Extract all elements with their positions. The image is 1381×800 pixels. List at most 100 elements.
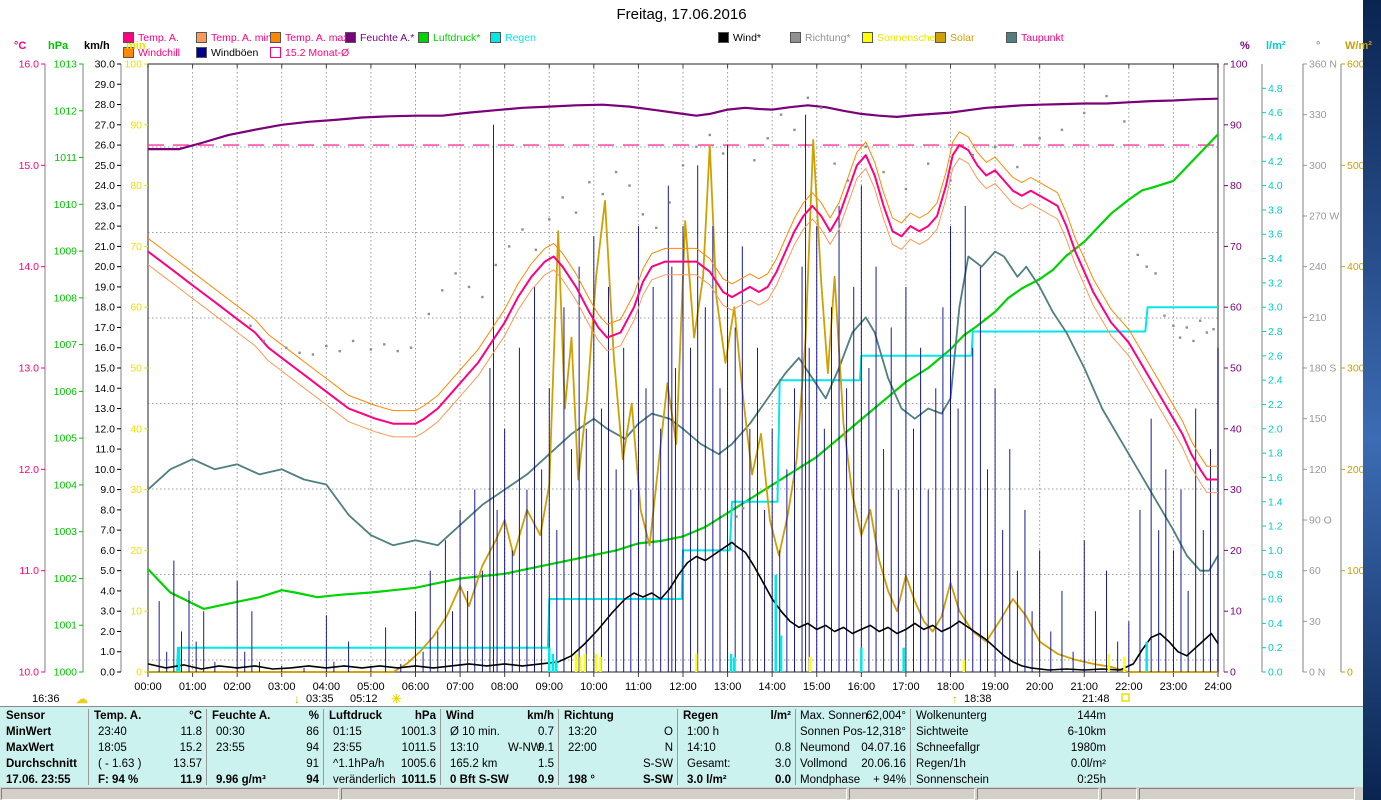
axis-label-kmh: 8.0: [100, 504, 115, 516]
legend-item-sonnenschein: Sonnenschein: [862, 29, 944, 44]
sun-moon-time: 05:12: [350, 693, 378, 705]
axis-label-pct: 80: [1230, 180, 1242, 192]
page-title: Freitag, 17.06.2016: [616, 6, 747, 23]
status-bar-segment: [1139, 788, 1355, 800]
legend-item-regen: Regen: [490, 29, 536, 44]
cell-value: 1001.3: [400, 726, 436, 738]
axis-label-hPa: 1003: [54, 526, 78, 538]
row-label: Durchschnitt: [6, 758, 77, 770]
info-label: Sichtweite: [916, 726, 969, 738]
x-axis-label: 03:00: [268, 681, 296, 693]
cell-value: 13.57: [173, 758, 202, 770]
axis-label-kmh: 4.0: [100, 585, 115, 597]
table-separator: [558, 709, 559, 785]
cell-left: Ø 10 min.: [450, 726, 500, 738]
axis-label-deg: 360 N: [1309, 59, 1337, 71]
moonset-arrow-icon: ↓: [294, 692, 300, 706]
astro-value: 20.06.16: [861, 758, 906, 770]
cell-left: 3.0 l/m²: [687, 774, 727, 786]
axis-label-kmh: 19.0: [95, 281, 116, 293]
legend-item-wind: Wind*: [718, 29, 761, 44]
axis-label-min: 20: [130, 545, 142, 557]
info-value: 1980m: [1070, 742, 1106, 754]
axis-label-wm2: 200: [1347, 464, 1363, 476]
axis-label-lm2: 4.8: [1268, 83, 1283, 95]
x-axis-label: 08:00: [491, 681, 519, 693]
axis-label-hPa: 1009: [54, 246, 78, 258]
axis-label-C: 12.0: [19, 464, 40, 476]
x-axis-label: 10:00: [580, 681, 608, 693]
legend-label: Regen: [505, 32, 536, 44]
info-value: 0:25h: [1077, 774, 1106, 786]
axis-label-wm2: 0: [1347, 667, 1353, 679]
axis-label-lm2: 2.6: [1268, 350, 1283, 362]
legend-swatch-solar: [935, 32, 946, 43]
series-pressure: [147, 133, 1219, 611]
cell-value: 94: [306, 742, 319, 754]
axis-label-pct: 30: [1230, 484, 1242, 496]
row-label: MinWert: [6, 726, 52, 738]
axis-label-hPa: 1004: [54, 479, 78, 491]
cell-left: 00:30: [216, 726, 245, 738]
axis-label-lm2: 1.0: [1268, 545, 1283, 557]
axis-label-kmh: 24.0: [95, 180, 116, 192]
col-header-humidity: Feuchte A.: [212, 710, 271, 722]
cell-value: 94: [306, 774, 319, 786]
legend-label: Solar: [950, 32, 975, 44]
axis-label-min: 0: [136, 667, 142, 679]
legend-swatch-taupunkt: [1006, 32, 1017, 43]
status-bar: [0, 787, 1363, 800]
legend-swatch-temp-a: [123, 32, 134, 43]
axis-label-pct: 20: [1230, 545, 1242, 557]
axis-label-lm2: 1.2: [1268, 521, 1283, 533]
cell-left: 18:05: [98, 742, 127, 754]
info-label: Wolkenunterg: [916, 710, 987, 722]
row-label: MaxWert: [6, 742, 54, 754]
cell-left: 23:55: [333, 742, 362, 754]
axis-label-pct: 40: [1230, 423, 1242, 435]
axis-label-wm2: 100: [1347, 565, 1363, 577]
axis-label-lm2: 0.8: [1268, 569, 1283, 581]
axis-label-pct: 90: [1230, 119, 1242, 131]
legend-label: Temp. A.: [138, 32, 179, 44]
cell-left: 9.96 g/m³: [216, 774, 266, 786]
axis-label-lm2: 2.2: [1268, 399, 1283, 411]
col-unit-pressure: hPa: [414, 710, 436, 722]
cell-value: 11.8: [180, 726, 202, 738]
axis-label-kmh: 29.0: [95, 79, 116, 91]
col-unit-temp: °C: [189, 710, 202, 722]
series-sunshine: [574, 653, 1126, 672]
cell-value: 1.5: [538, 758, 554, 770]
x-axis-label: 23:00: [1160, 681, 1188, 693]
x-axis-label: 12:00: [669, 681, 697, 693]
axis-label-wm2: 600: [1347, 59, 1363, 71]
axis-label-pct: 60: [1230, 302, 1242, 314]
axis-label-hPa: 1000: [54, 667, 78, 679]
legend-label: Sonnenschein: [877, 32, 944, 44]
axis-label-pct: 70: [1230, 241, 1242, 253]
summary-table: Sensor MinWert MaxWert Durchschnitt 17.06. 2…: [0, 706, 1363, 787]
info-label: Regen/1h: [916, 758, 966, 770]
cell-left: 14:10: [687, 742, 716, 754]
legend-swatch-monat-avg: [270, 47, 281, 58]
sunset-square-icon: [1121, 693, 1130, 702]
legend-item-temp-a: Temp. A.: [123, 29, 179, 44]
legend-swatch-sonnenschein: [862, 32, 873, 43]
series-rain-cumulative: [148, 306, 1218, 673]
x-axis-label: 05:00: [357, 681, 385, 693]
info-label: Sonnenschein: [916, 774, 989, 786]
axis-label-lm2: 0.6: [1268, 594, 1283, 606]
status-bar-segment: [1101, 788, 1137, 800]
series-temp-min: [147, 157, 1218, 494]
table-separator: [323, 709, 324, 785]
col-unit-humidity: %: [308, 710, 319, 722]
axis-label-pct: 0: [1230, 667, 1236, 679]
col-header-rain: Regen: [683, 710, 719, 722]
axis-label-hPa: 1007: [54, 339, 78, 351]
cell-left: 23:55: [216, 742, 245, 754]
axis-label-lm2: 2.8: [1268, 326, 1283, 338]
cell-value: 11.9: [180, 774, 202, 786]
x-axis-label: 06:00: [402, 681, 430, 693]
legend-label: Windböen: [211, 47, 259, 59]
cell-left: ^1.1hPa/h: [333, 758, 385, 770]
